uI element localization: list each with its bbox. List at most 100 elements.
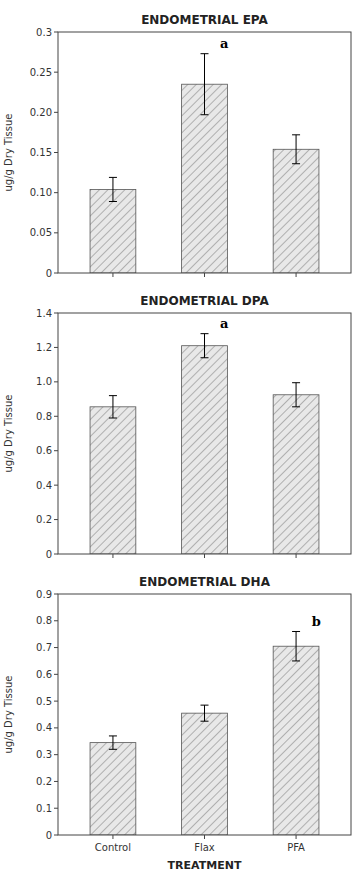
figure: ENDOMETRIAL EPA00.050.100.150.200.250.3u…	[0, 0, 363, 880]
y-tick-label: 0.1	[36, 803, 52, 814]
y-tick	[54, 313, 58, 314]
plot-frame	[58, 313, 351, 554]
y-tick-label: 0.8	[36, 411, 52, 422]
y-tick	[54, 32, 58, 33]
y-tick-label: 0.3	[36, 27, 52, 38]
bar	[90, 743, 136, 835]
y-axis-label: ug/g Dry Tissue	[3, 114, 14, 192]
y-tick-label: 0.9	[36, 589, 52, 600]
bar	[90, 407, 136, 554]
y-tick	[54, 674, 58, 675]
plot-frame	[58, 32, 351, 273]
y-tick	[54, 594, 58, 595]
x-tick	[112, 835, 113, 839]
y-tick-label: 0	[46, 268, 52, 279]
error-bar	[201, 54, 209, 115]
y-axis-label: ug/g Dry Tissue	[3, 676, 14, 754]
y-tick	[54, 232, 58, 233]
x-axis-label: TREATMENT	[168, 859, 242, 872]
error-bar	[292, 631, 300, 660]
error-bar	[109, 396, 117, 418]
y-tick	[54, 152, 58, 153]
y-tick	[54, 192, 58, 193]
marks	[90, 54, 319, 273]
plot-background	[58, 594, 351, 835]
y-tick	[54, 416, 58, 417]
y-tick	[54, 835, 58, 836]
y-tick	[54, 347, 58, 348]
y-tick	[54, 727, 58, 728]
y-tick-label: 0.5	[36, 696, 52, 707]
x-tick	[204, 554, 205, 558]
x-tick-label: Flax	[194, 842, 215, 853]
y-tick-label: 1.4	[36, 308, 52, 319]
x-tick	[204, 273, 205, 277]
y-tick-label: 0.4	[36, 480, 52, 491]
y-tick	[54, 554, 58, 555]
y-tick-label: 0	[46, 549, 52, 560]
title: ENDOMETRIAL EPA	[141, 13, 268, 27]
panel: ENDOMETRIAL DPA00.20.40.60.81.01.21.4ug/…	[3, 294, 351, 560]
error-bar	[292, 383, 300, 407]
y-tick	[54, 754, 58, 755]
plot-background	[58, 32, 351, 273]
y-tick	[54, 620, 58, 621]
y-axis: 00.20.40.60.81.01.21.4	[36, 308, 58, 560]
x-tick	[112, 554, 113, 558]
y-axis-label: ug/g Dry Tissue	[3, 395, 14, 473]
x-axis	[113, 554, 296, 558]
y-axis: 00.050.100.150.200.250.3	[30, 27, 58, 279]
bar	[273, 646, 319, 835]
y-tick-label: 0.4	[36, 722, 52, 733]
x-tick	[112, 273, 113, 277]
panel: ENDOMETRIAL EPA00.050.100.150.200.250.3u…	[3, 13, 351, 279]
title: ENDOMETRIAL DHA	[139, 575, 271, 589]
y-tick-label: 0.8	[36, 615, 52, 626]
significance-label: a	[220, 36, 229, 51]
marks	[90, 631, 319, 835]
y-tick-label: 0.10	[30, 187, 52, 198]
title: ENDOMETRIAL DPA	[140, 294, 269, 308]
error-bar	[201, 705, 209, 721]
y-tick-label: 0.6	[36, 445, 52, 456]
y-tick	[54, 701, 58, 702]
y-tick-label: 0.05	[30, 227, 52, 238]
plot-frame	[58, 594, 351, 835]
y-tick-label: 0.3	[36, 749, 52, 760]
error-bar	[109, 177, 117, 201]
y-tick	[54, 647, 58, 648]
y-tick	[54, 450, 58, 451]
significance-label: b	[312, 614, 321, 629]
x-tick-label: PFA	[287, 842, 305, 853]
y-tick	[54, 72, 58, 73]
y-tick-label: 1.2	[36, 342, 52, 353]
y-axis: 00.10.20.30.40.50.60.70.80.9	[36, 589, 58, 841]
panel: ENDOMETRIAL DHA00.10.20.30.40.50.60.70.8…	[3, 575, 351, 872]
error-bar	[109, 736, 117, 749]
bar	[182, 346, 228, 554]
y-tick-label: 0.15	[30, 147, 52, 158]
error-bar	[292, 135, 300, 164]
x-tick	[296, 835, 297, 839]
x-axis: Control Flax PFA	[95, 835, 305, 853]
x-tick	[296, 554, 297, 558]
x-axis	[113, 273, 296, 277]
bar	[273, 395, 319, 554]
y-tick	[54, 485, 58, 486]
y-tick	[54, 519, 58, 520]
y-tick-label: 1.0	[36, 376, 52, 387]
significance-label: a	[220, 316, 229, 331]
plot-background	[58, 313, 351, 554]
error-bar	[201, 334, 209, 358]
bar	[182, 713, 228, 835]
x-tick	[204, 835, 205, 839]
y-tick-label: 0.7	[36, 642, 52, 653]
y-tick	[54, 381, 58, 382]
marks	[90, 334, 319, 554]
y-tick	[54, 781, 58, 782]
x-tick-label: Control	[95, 842, 131, 853]
y-tick-label: 0.6	[36, 669, 52, 680]
y-tick-label: 0	[46, 830, 52, 841]
y-tick-label: 0.20	[30, 107, 52, 118]
y-tick	[54, 273, 58, 274]
